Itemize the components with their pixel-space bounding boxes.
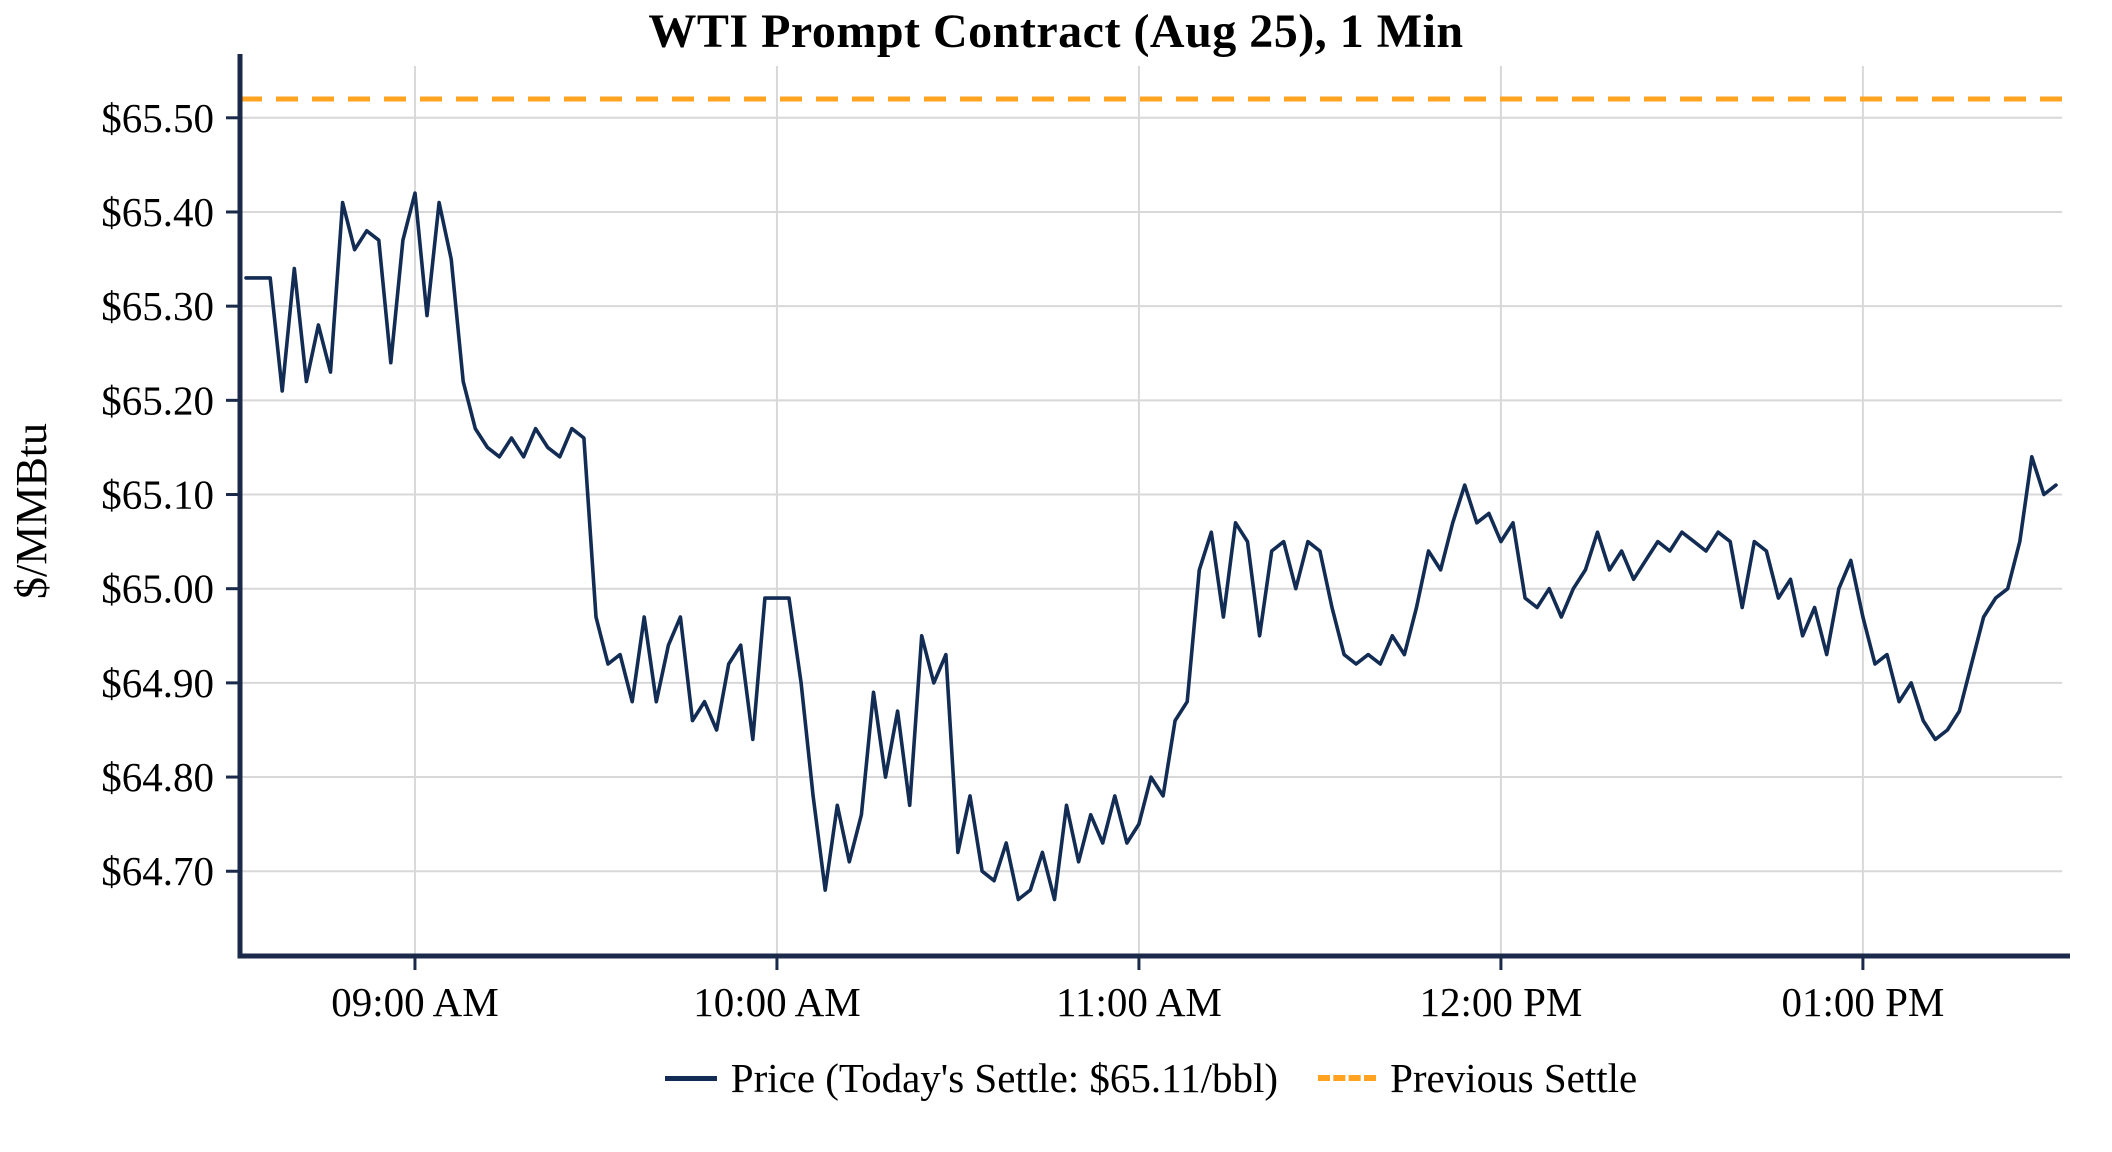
x-tick-label: 09:00 AM bbox=[331, 979, 498, 1025]
y-tick-label: $64.70 bbox=[101, 848, 214, 894]
y-tick-label: $65.30 bbox=[101, 283, 214, 329]
legend-item-price: Price (Today's Settle: $65.11/bbl) bbox=[664, 1054, 1279, 1102]
x-tick-label: 01:00 PM bbox=[1781, 979, 1944, 1025]
x-tick-label: 10:00 AM bbox=[693, 979, 860, 1025]
legend-price-label: Price (Today's Settle: $65.11/bbl) bbox=[730, 1055, 1279, 1101]
legend-item-previous-settle: Previous Settle bbox=[1318, 1054, 1637, 1102]
y-tick-label: $65.00 bbox=[101, 566, 214, 612]
legend-previous-settle-label: Previous Settle bbox=[1390, 1055, 1638, 1101]
chart-legend: Price (Today's Settle: $65.11/bbl) Previ… bbox=[240, 1048, 2062, 1108]
price-line-swatch-icon bbox=[664, 1075, 717, 1081]
y-tick-label: $65.10 bbox=[101, 472, 214, 518]
x-tick-label: 12:00 PM bbox=[1419, 979, 1582, 1025]
y-tick-label: $65.20 bbox=[101, 377, 214, 423]
previous-settle-dash-swatch-icon bbox=[1318, 1075, 1377, 1081]
chart-title: WTI Prompt Contract (Aug 25), 1 Min bbox=[648, 5, 1464, 58]
y-tick-label: $65.50 bbox=[101, 95, 214, 141]
y-tick-label: $65.40 bbox=[101, 189, 214, 235]
price-line bbox=[244, 191, 2058, 902]
y-axis-title: $/MMBtu bbox=[7, 423, 56, 599]
x-tick-label: 11:00 AM bbox=[1056, 979, 1222, 1025]
y-tick-label: $64.80 bbox=[101, 754, 214, 800]
y-tick-label: $64.90 bbox=[101, 660, 214, 706]
